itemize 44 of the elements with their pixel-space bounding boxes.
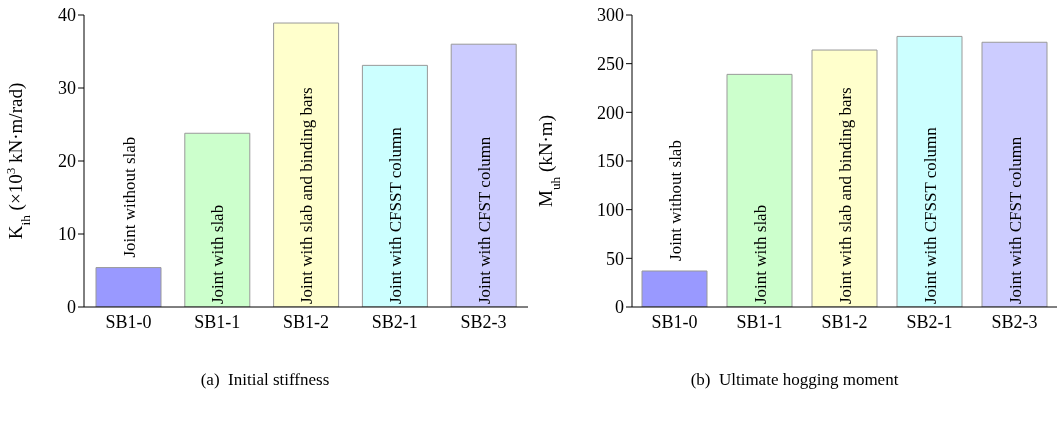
annotation: Joint without slab (665, 140, 685, 261)
annotation: Joint with CFST column (474, 136, 494, 304)
x-tick-label: SB1-0 (651, 311, 698, 332)
bar (184, 132, 251, 307)
bar (726, 73, 793, 307)
bar (95, 267, 162, 307)
x-tick-label: SB1-1 (736, 311, 783, 332)
text: (a) Initial stiffness (199, 370, 331, 390)
y-tick-label: 250 (597, 54, 624, 75)
annotation: Joint with slab and binding bars (297, 87, 317, 304)
y-tick-label: 150 (597, 151, 624, 172)
y-tick-label: 40 (58, 5, 76, 26)
x-tick-label: SB2-1 (906, 311, 953, 332)
y-tick-label: 30 (58, 78, 76, 99)
y-tick-label: 300 (597, 5, 624, 26)
x-tick-label: SB1-0 (105, 311, 152, 332)
bar (981, 41, 1048, 307)
annotation: Joint with slab (750, 204, 770, 304)
x-tick-label: SB1-2 (821, 311, 868, 332)
annotation: Joint with CFSST column (920, 126, 940, 304)
annotation: Joint with CFST column (1005, 136, 1025, 304)
x-tick-label: SB1-2 (282, 311, 330, 332)
y-tick-label: 10 (58, 224, 76, 245)
annotation: Joint with slab and binding bars (835, 87, 855, 304)
text: (b) Ultimate hogging moment (689, 370, 900, 390)
bar (361, 64, 428, 307)
bar (811, 49, 878, 307)
bar (896, 35, 963, 307)
y-tick-label: 20 (58, 151, 76, 172)
bar (450, 43, 517, 307)
bar (641, 270, 708, 307)
x-tick-label: SB1-1 (194, 311, 241, 332)
y-tick-label: 0 (615, 297, 624, 318)
y-tick-label: 100 (597, 200, 624, 221)
y-tick-label: 0 (67, 297, 76, 318)
annotation: Joint without slab (119, 136, 139, 258)
x-tick-label: SB2-1 (371, 311, 418, 332)
annotation: Joint with CFSST column (385, 126, 405, 304)
y-tick-label: 50 (606, 248, 624, 269)
annotation: Joint with slab (208, 204, 228, 304)
x-tick-label: SB2-3 (991, 311, 1038, 332)
x-tick-label: SB2-3 (460, 311, 507, 332)
bar (273, 22, 340, 307)
y-tick-label: 200 (597, 102, 624, 123)
